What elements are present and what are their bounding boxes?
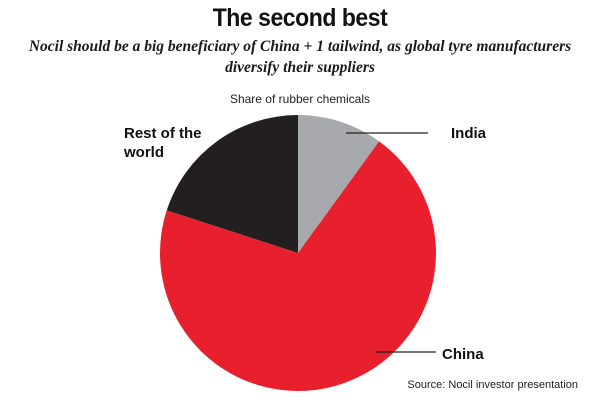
pie-caption: Share of rubber chemicals: [229, 92, 371, 106]
pie-slice-rest-of-the-world: [166, 115, 298, 253]
chart-subtitle: Nocil should be a big beneficiary of Chi…: [28, 38, 572, 76]
chart-title: The second best: [212, 4, 388, 32]
slice-label-rest-of-world: Rest of the world: [124, 125, 202, 161]
slice-label-china: China: [442, 346, 484, 363]
slice-label-india: India: [451, 125, 487, 142]
pie-slice-india: [298, 115, 380, 253]
pie-slice-china: [160, 141, 437, 391]
source-note: Source: Nocil investor presentation: [407, 379, 578, 391]
